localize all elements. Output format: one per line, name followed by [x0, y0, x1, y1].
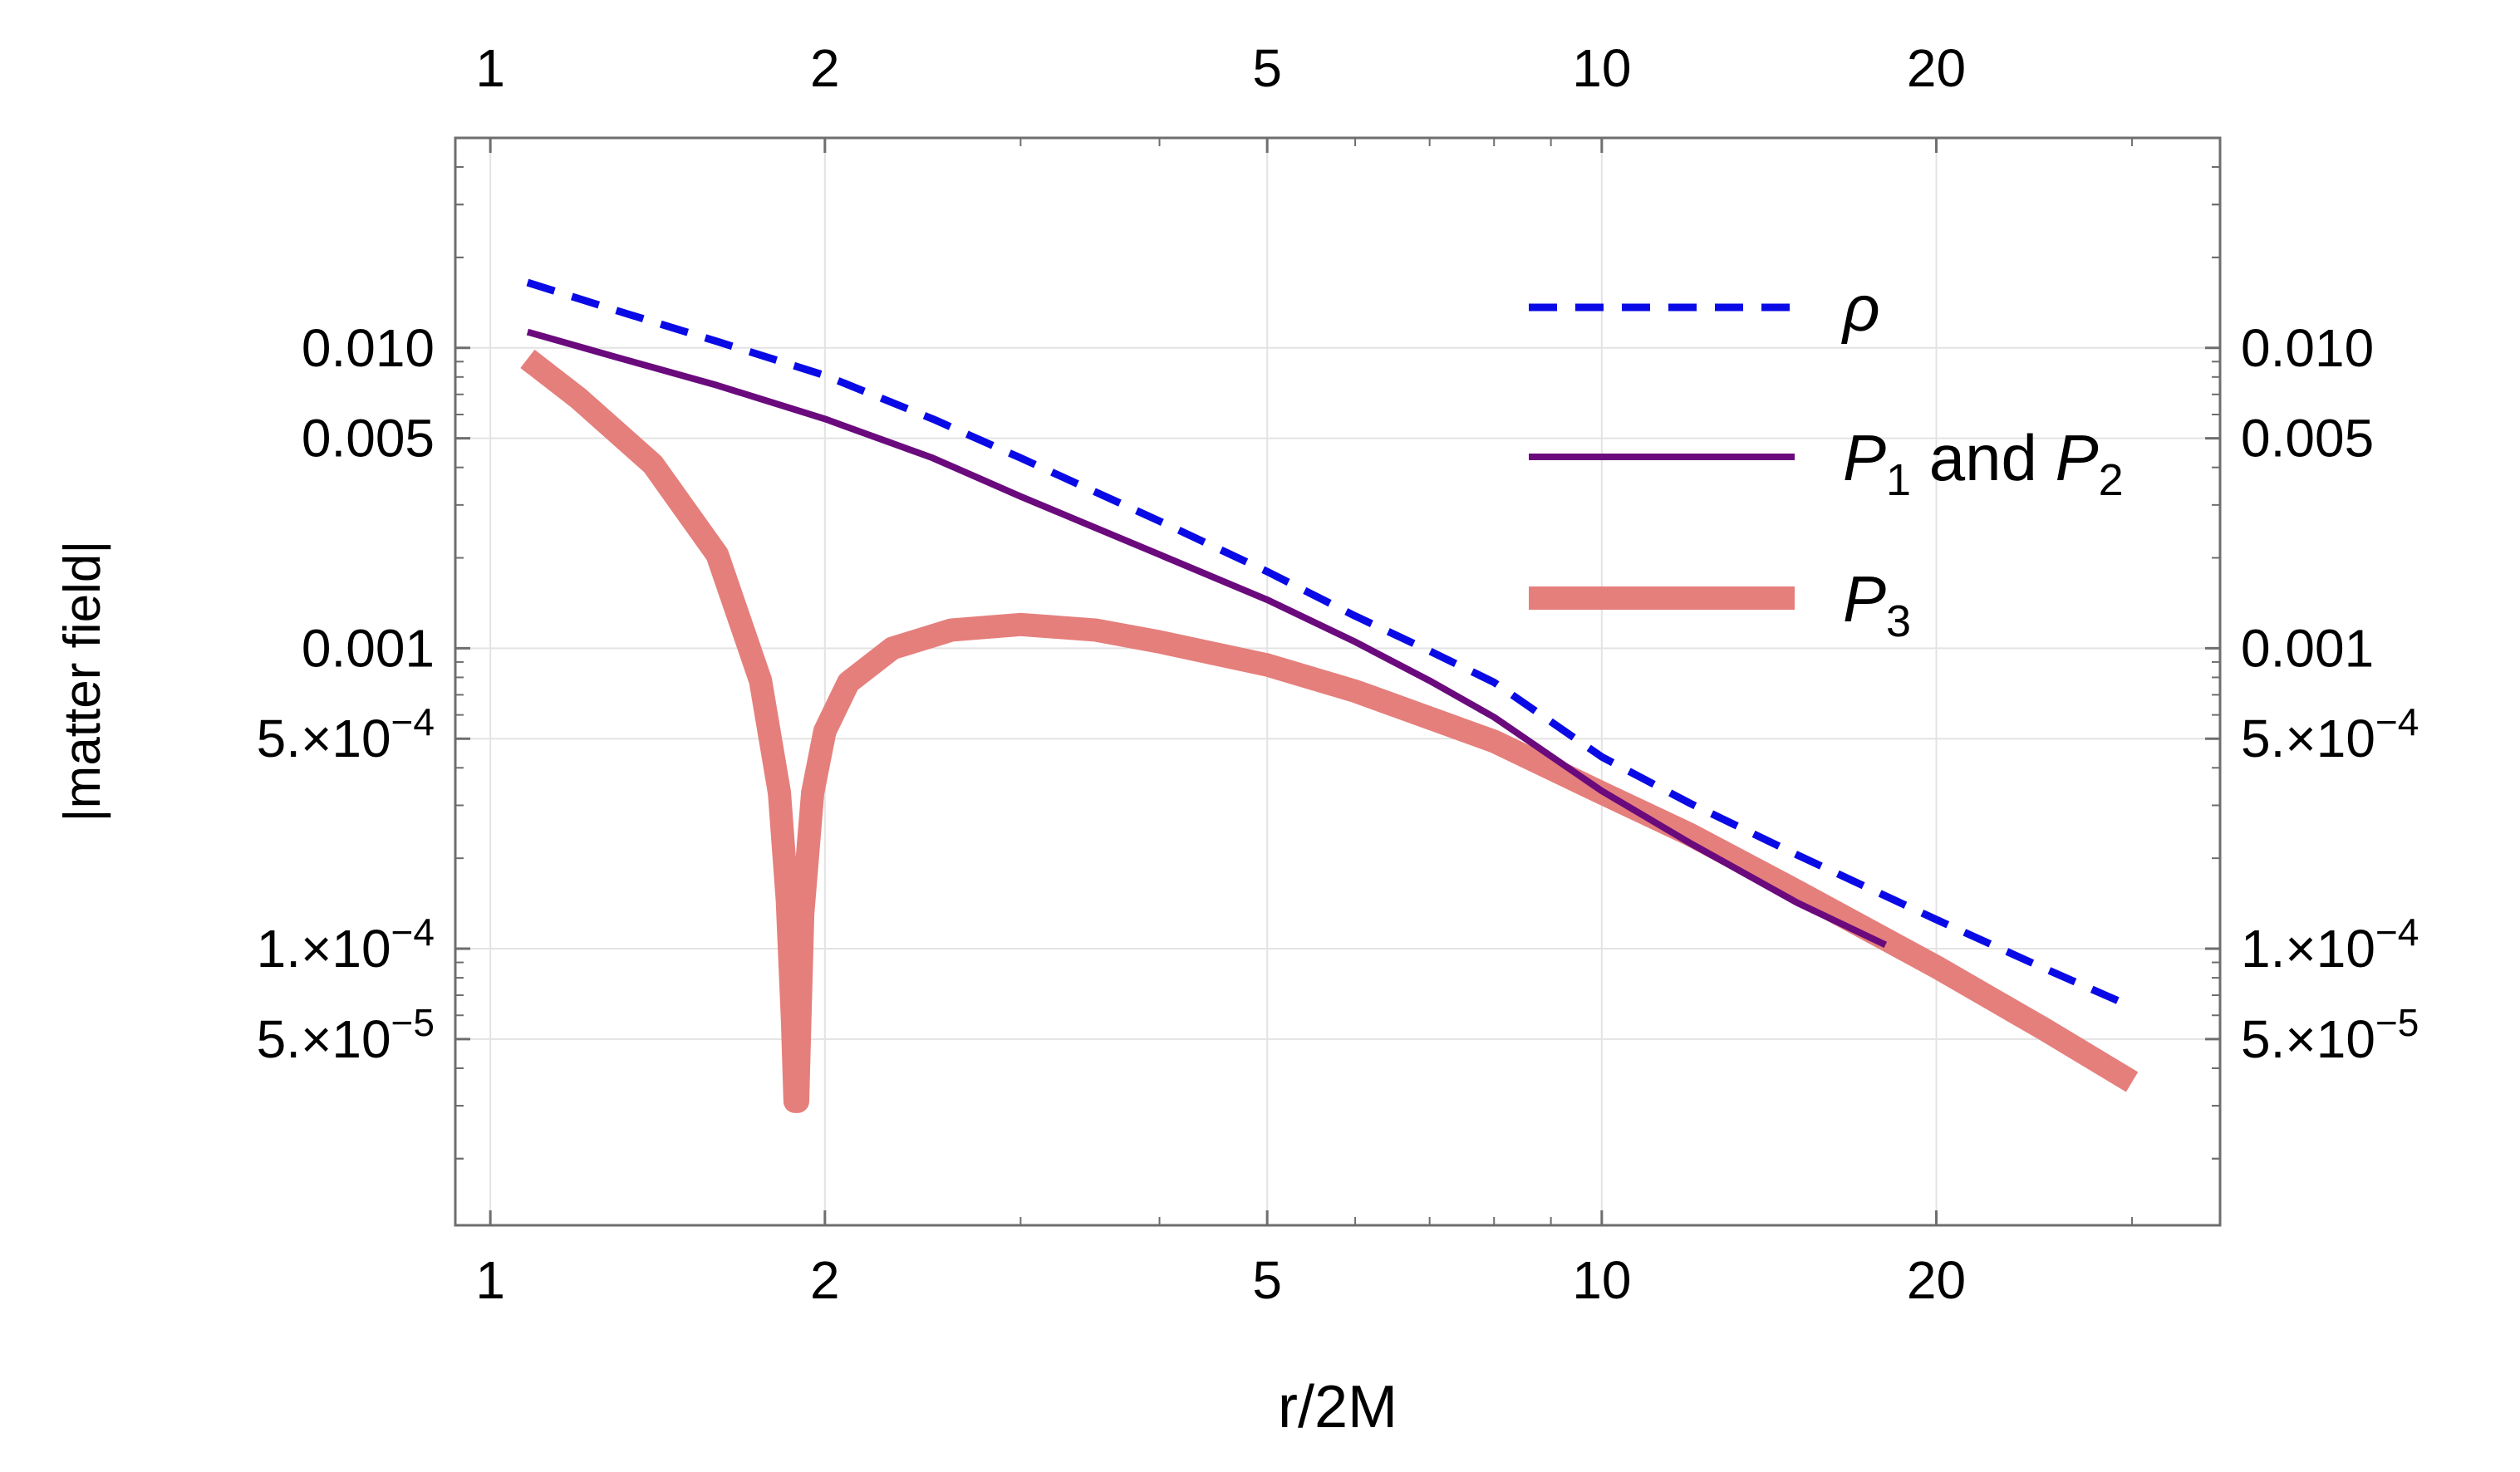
- legend-label-part: 3: [1886, 596, 1911, 646]
- y-tick-mantissa: 5.×10: [257, 709, 391, 768]
- y-tick-label-left: 5.×10−4: [257, 700, 435, 768]
- x-tick-label-top: 2: [810, 38, 840, 98]
- y-tick-mantissa: 0.001: [2241, 618, 2374, 678]
- legend-label-part: P: [1843, 562, 1886, 635]
- y-tick-label-left: 0.010: [302, 318, 435, 378]
- legend-label-part: 1: [1886, 455, 1911, 505]
- y-tick-mantissa: 5.×10: [2241, 709, 2375, 768]
- y-tick-exponent: −4: [391, 700, 435, 743]
- y-tick-mantissa: 0.005: [2241, 409, 2374, 469]
- series-layer: [520, 278, 2139, 1113]
- y-tick-label-right: 5.×10−5: [2241, 1001, 2419, 1069]
- y-tick-label-right: 5.×10−4: [2241, 700, 2419, 768]
- x-tick-label-top: 10: [1572, 38, 1631, 98]
- y-axis-title: |matter field|: [54, 541, 111, 822]
- y-tick-label-left: 5.×10−5: [257, 1001, 435, 1069]
- y-tick-label-right: 0.005: [2241, 409, 2374, 469]
- y-tick-mantissa: 0.010: [302, 318, 435, 378]
- plot-frame: [454, 136, 2222, 1227]
- y-tick-label-right: 0.010: [2241, 318, 2374, 378]
- y-tick-exponent: −4: [2375, 910, 2419, 954]
- x-axis-title: r/2M: [1278, 1374, 1398, 1440]
- legend-label-part: P: [2056, 421, 2099, 494]
- legend-label-part: 2: [2099, 455, 2124, 505]
- y-tick-label-right: 1.×10−4: [2241, 910, 2419, 979]
- x-tick-label-top: 5: [1252, 38, 1282, 98]
- y-tick-mantissa: 1.×10: [257, 919, 391, 979]
- x-tick-label-top: 20: [1907, 38, 1966, 98]
- y-tick-mantissa: 5.×10: [2241, 1009, 2375, 1069]
- x-tick-label-top: 1: [475, 38, 505, 98]
- series-line-1: [526, 328, 1888, 949]
- y-tick-mantissa: 1.×10: [2241, 919, 2375, 979]
- y-tick-exponent: −4: [391, 910, 435, 954]
- legend-label-part: ρ: [1841, 272, 1880, 345]
- x-tick-label: 2: [810, 1250, 840, 1310]
- series-line-0: [526, 278, 2134, 1011]
- legend-label-part: and: [1911, 421, 2055, 494]
- y-tick-mantissa: 0.010: [2241, 318, 2374, 378]
- x-tick-label: 1: [475, 1250, 505, 1310]
- y-tick-label-left: 0.005: [302, 409, 435, 469]
- x-tick-label: 10: [1572, 1250, 1631, 1310]
- y-tick-mantissa: 5.×10: [257, 1009, 391, 1069]
- y-tick-exponent: −5: [2375, 1001, 2419, 1044]
- y-tick-label-right: 0.001: [2241, 618, 2374, 678]
- x-tick-labels: 1 1 2 2 5 5 10 10 20 20: [475, 38, 1966, 1310]
- y-tick-label-left: 1.×10−4: [257, 910, 435, 979]
- legend-label-part: P: [1843, 421, 1886, 494]
- y-tick-mantissa: 0.005: [302, 409, 435, 469]
- x-tick-label: 5: [1252, 1250, 1282, 1310]
- y-tick-label-left: 0.001: [302, 618, 435, 678]
- y-tick-exponent: −5: [391, 1001, 435, 1044]
- legend-label-2: P3: [1843, 562, 1911, 646]
- minor-ticks: [455, 138, 2220, 1225]
- legend-label-0: ρ: [1841, 272, 1880, 345]
- x-tick-label: 20: [1907, 1250, 1966, 1310]
- y-tick-exponent: −4: [2375, 700, 2419, 743]
- y-tick-mantissa: 0.001: [302, 618, 435, 678]
- legend-label-1: P1 and P2: [1843, 421, 2124, 505]
